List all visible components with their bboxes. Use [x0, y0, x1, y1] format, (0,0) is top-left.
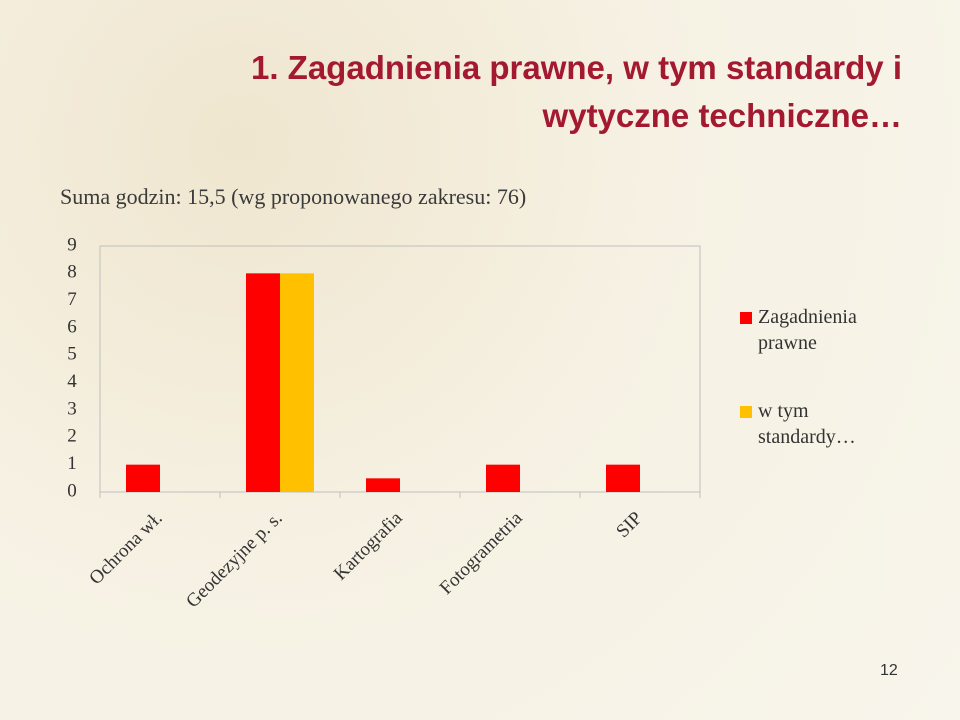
y-tick-label: 5 — [67, 344, 77, 365]
slide-title: 1. Zagadnienia prawne, w tym standardy i… — [250, 49, 902, 134]
legend-label: Zagadnienia prawne — [758, 306, 857, 354]
y-tick-label: 7 — [67, 289, 77, 310]
y-tick-label: 4 — [67, 371, 77, 392]
y-tick-label: 2 — [67, 426, 77, 447]
legend-swatch — [740, 406, 752, 418]
x-tick-label: Kartografia — [330, 507, 407, 584]
x-tick-label: Ochrona wł. — [85, 508, 166, 589]
legend-label: w tym standardy… — [758, 400, 856, 448]
bar — [486, 464, 520, 492]
bar — [126, 464, 160, 492]
x-tick-label: Fotogrametria — [436, 507, 527, 598]
bar — [366, 478, 400, 492]
y-tick-label: 9 — [67, 234, 77, 255]
y-tick-label: 1 — [67, 453, 77, 474]
x-tick-label: Geodezyjne p. s. — [182, 508, 286, 612]
page-number: 12 — [880, 662, 898, 679]
y-tick-label: 6 — [67, 316, 77, 337]
legend-swatch — [740, 312, 752, 324]
chart-subtitle: Suma godzin: 15,5 (wg proponowanego zakr… — [60, 184, 527, 209]
y-tick-label: 3 — [67, 398, 77, 419]
y-tick-label: 8 — [67, 262, 77, 283]
bar — [280, 273, 314, 492]
bar — [606, 464, 640, 492]
plot-frame — [99, 245, 701, 493]
bar — [246, 273, 280, 492]
x-tick-label: SIP — [612, 508, 646, 542]
y-tick-label: 0 — [67, 480, 77, 501]
